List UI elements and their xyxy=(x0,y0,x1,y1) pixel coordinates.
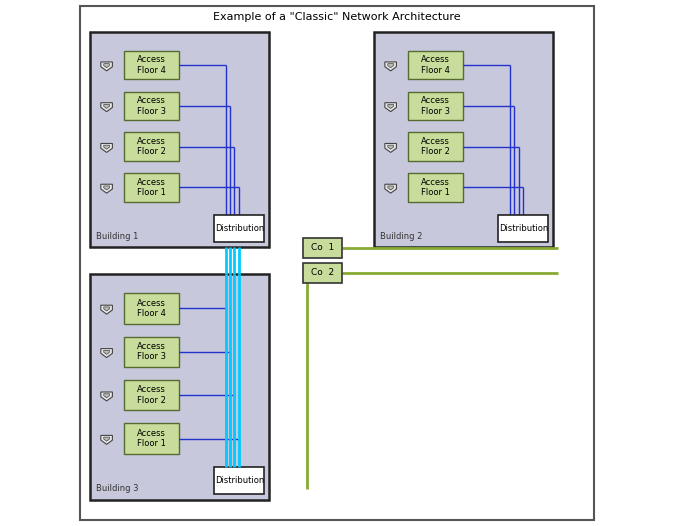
Polygon shape xyxy=(104,145,109,149)
Polygon shape xyxy=(101,184,113,193)
Text: Access
Floor 1: Access Floor 1 xyxy=(137,178,166,197)
Text: Co  1: Co 1 xyxy=(311,243,334,252)
Bar xyxy=(90,32,269,247)
Bar xyxy=(374,32,553,247)
Bar xyxy=(124,92,179,120)
Text: Access
Floor 1: Access Floor 1 xyxy=(421,178,450,197)
Bar xyxy=(408,51,463,79)
Polygon shape xyxy=(388,145,394,149)
Bar xyxy=(124,51,179,79)
Polygon shape xyxy=(101,392,113,401)
Polygon shape xyxy=(388,105,394,108)
Text: Distribution: Distribution xyxy=(499,224,548,233)
Polygon shape xyxy=(388,186,394,190)
Polygon shape xyxy=(101,305,113,314)
Polygon shape xyxy=(101,349,113,358)
Bar xyxy=(90,274,269,500)
Polygon shape xyxy=(385,62,396,71)
Text: Access
Floor 1: Access Floor 1 xyxy=(137,429,166,448)
Bar xyxy=(124,423,179,454)
Text: Building 1: Building 1 xyxy=(96,232,138,241)
Text: Distribution: Distribution xyxy=(215,476,264,485)
Bar xyxy=(408,173,463,201)
Bar xyxy=(214,215,264,242)
Text: Access
Floor 4: Access Floor 4 xyxy=(137,299,166,318)
Polygon shape xyxy=(104,394,109,398)
Bar xyxy=(124,293,179,323)
Polygon shape xyxy=(101,103,113,112)
Polygon shape xyxy=(385,184,396,193)
Bar xyxy=(408,92,463,120)
Text: Building 2: Building 2 xyxy=(380,232,423,241)
Bar xyxy=(303,238,342,258)
Text: Access
Floor 4: Access Floor 4 xyxy=(421,55,450,75)
Polygon shape xyxy=(104,437,109,441)
Text: Access
Floor 3: Access Floor 3 xyxy=(137,342,166,361)
Polygon shape xyxy=(104,186,109,190)
Bar xyxy=(303,263,342,283)
Polygon shape xyxy=(104,307,109,311)
Bar xyxy=(214,467,264,494)
Text: Distribution: Distribution xyxy=(215,224,264,233)
Bar xyxy=(124,380,179,410)
Polygon shape xyxy=(104,105,109,108)
Text: Co  2: Co 2 xyxy=(311,268,334,278)
Text: Access
Floor 2: Access Floor 2 xyxy=(421,137,450,156)
Polygon shape xyxy=(388,64,394,68)
Bar xyxy=(124,173,179,201)
Text: Access
Floor 2: Access Floor 2 xyxy=(137,137,166,156)
Text: Access
Floor 2: Access Floor 2 xyxy=(137,386,166,405)
Polygon shape xyxy=(101,62,113,71)
Bar xyxy=(499,215,549,242)
Bar xyxy=(124,337,179,367)
Polygon shape xyxy=(104,64,109,68)
Polygon shape xyxy=(104,350,109,355)
Text: Access
Floor 3: Access Floor 3 xyxy=(421,96,450,116)
Polygon shape xyxy=(101,144,113,153)
Bar xyxy=(408,133,463,161)
Polygon shape xyxy=(385,144,396,153)
Text: Access
Floor 3: Access Floor 3 xyxy=(137,96,166,116)
Text: Access
Floor 4: Access Floor 4 xyxy=(137,55,166,75)
Text: Building 3: Building 3 xyxy=(96,484,139,493)
Bar xyxy=(124,133,179,161)
Polygon shape xyxy=(385,103,396,112)
Text: Example of a "Classic" Network Architecture: Example of a "Classic" Network Architect… xyxy=(213,12,461,22)
Polygon shape xyxy=(101,436,113,444)
